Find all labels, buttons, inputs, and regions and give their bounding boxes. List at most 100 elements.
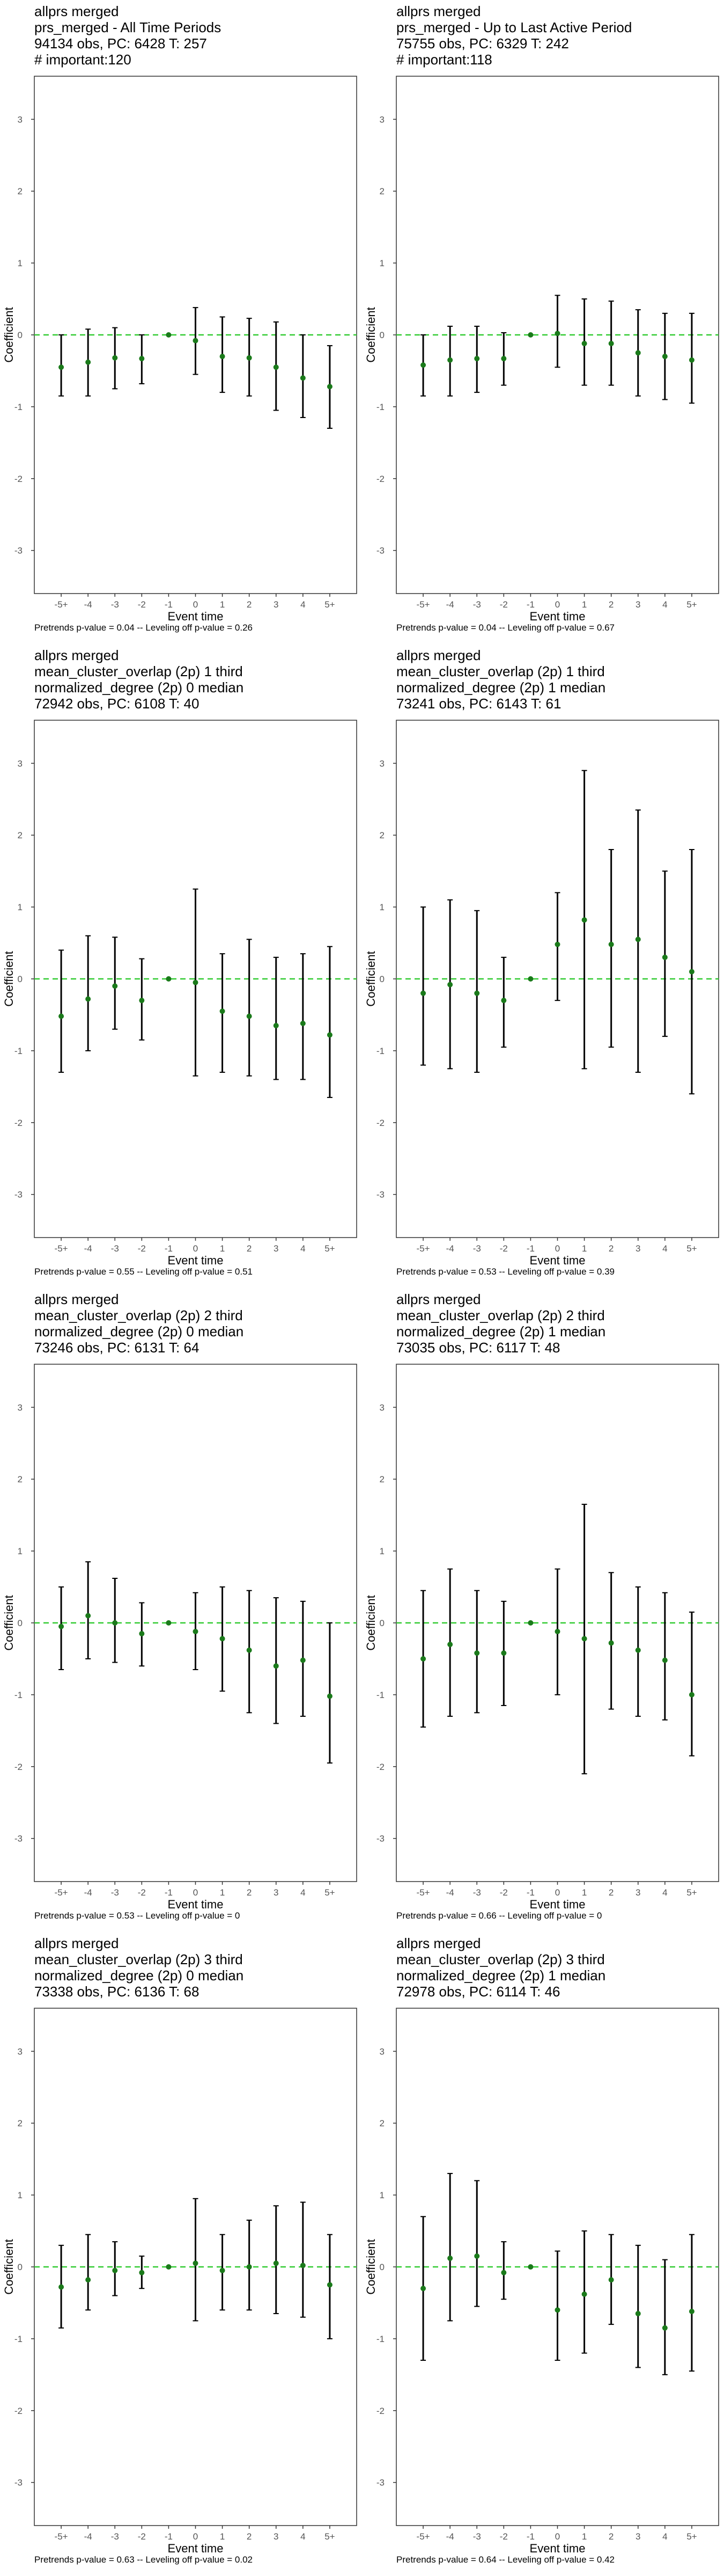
x-tick-label: 2: [247, 1887, 252, 1898]
chart-title-line: normalized_degree (2p) 1 median: [396, 1967, 606, 1984]
point-estimate: [300, 1021, 306, 1027]
point-estimate: [635, 1647, 641, 1653]
x-tick-label: 4: [662, 1887, 667, 1898]
point-estimate: [528, 332, 534, 338]
x-tick-label: 5+: [686, 2531, 697, 2542]
point-estimate: [219, 1636, 225, 1642]
point-estimate: [689, 1692, 695, 1697]
point-estimate: [635, 2311, 641, 2317]
point-estimate: [555, 2307, 560, 2313]
y-tick-label: -2: [376, 1762, 385, 1772]
y-tick-label: -2: [14, 2406, 23, 2416]
point-estimate: [58, 1013, 64, 1019]
point-estimate: [58, 1623, 64, 1629]
chart-title-line: 75755 obs, PC: 6329 T: 242: [396, 35, 569, 52]
y-tick-label: -2: [376, 474, 385, 484]
chart-title-line: 72978 obs, PC: 6114 T: 46: [396, 1984, 560, 2000]
point-estimate: [420, 2286, 426, 2292]
x-tick-label: -1: [527, 1887, 535, 1898]
point-estimate: [58, 2284, 64, 2290]
point-estimate: [327, 1032, 333, 1038]
y-tick-label: -1: [376, 402, 385, 412]
x-tick-label: 0: [193, 599, 198, 610]
y-tick-label: -2: [14, 474, 23, 484]
point-estimate: [501, 1650, 507, 1656]
x-tick-label: -4: [84, 599, 92, 610]
y-tick-label: 1: [380, 1546, 385, 1556]
x-tick-label: -3: [473, 1887, 481, 1898]
y-tick-label: 3: [380, 758, 385, 769]
y-tick-label: -3: [14, 1834, 23, 1844]
x-tick-label: -2: [138, 2531, 146, 2542]
x-tick-label: 2: [609, 599, 614, 610]
point-estimate: [112, 355, 118, 361]
x-tick-label: -4: [84, 2531, 92, 2542]
chart-panel: allprs merged prs_merged - Up to Last Act…: [362, 0, 724, 644]
x-tick-label: -5+: [55, 1243, 68, 1254]
chart-title-line: allprs merged: [34, 1935, 119, 1951]
y-tick-label: -1: [14, 1690, 23, 1700]
x-tick-label: -2: [500, 599, 508, 610]
point-estimate: [662, 2325, 668, 2331]
chart-title-line: 73241 obs, PC: 6143 T: 61: [396, 696, 562, 712]
point-estimate: [139, 356, 145, 362]
point-estimate: [246, 2264, 252, 2270]
x-axis-label: Event time: [168, 610, 224, 623]
y-tick-label: -3: [376, 1190, 385, 1200]
point-estimate: [447, 357, 453, 363]
x-tick-label: -4: [84, 1243, 92, 1254]
x-tick-label: 1: [220, 1887, 225, 1898]
y-tick-label: -2: [376, 1118, 385, 1128]
point-estimate: [273, 1663, 279, 1669]
x-tick-label: 1: [582, 599, 587, 610]
point-estimate: [327, 2282, 333, 2288]
chart-title: allprs merged prs_merged - All Time Perio…: [34, 3, 221, 68]
y-tick-label: -1: [376, 1690, 385, 1700]
y-tick-label: 0: [18, 974, 23, 984]
x-tick-label: 5+: [324, 599, 335, 610]
y-axis-label: Coefficient: [2, 951, 16, 1007]
chart-footer: Pretrends p-value = 0.55 -- Leveling off…: [34, 1267, 253, 1277]
x-tick-label: 0: [193, 1887, 198, 1898]
point-estimate: [528, 2264, 534, 2270]
x-axis-label: Event time: [168, 1898, 224, 1911]
x-tick-label: 5+: [324, 1243, 335, 1254]
y-tick-label: 2: [380, 186, 385, 196]
point-estimate: [420, 990, 426, 996]
chart-title-line: prs_merged - All Time Periods: [34, 19, 221, 35]
y-tick-label: -1: [14, 402, 23, 412]
x-tick-label: -5+: [55, 1887, 68, 1898]
y-tick-label: 2: [380, 830, 385, 840]
chart-plot: -3 -2 -1 0 1 2 3 -5+ -4 -3 -2 -1 0 1 2 3 4 5+ Event time Co…: [2, 76, 357, 623]
chart-title-line: normalized_degree (2p) 1 median: [396, 679, 606, 696]
y-tick-label: 0: [380, 1618, 385, 1628]
y-tick-label: -3: [14, 546, 23, 556]
y-tick-label: 1: [18, 2190, 23, 2200]
chart-title-line: normalized_degree (2p) 0 median: [34, 679, 244, 696]
chart-panel: allprs merged mean_cluster_overlap (2p) 1…: [0, 644, 362, 1288]
x-tick-label: 2: [609, 2531, 614, 2542]
point-estimate: [327, 384, 333, 390]
y-tick-label: -3: [376, 2478, 385, 2488]
point-estimate: [447, 2255, 453, 2261]
x-axis-label: Event time: [530, 1254, 586, 1267]
point-estimate: [193, 338, 198, 343]
point-estimate: [528, 1620, 534, 1626]
x-tick-label: -1: [165, 2531, 173, 2542]
x-tick-label: 3: [274, 2531, 278, 2542]
chart-footer: Pretrends p-value = 0.63 -- Leveling off…: [34, 2555, 253, 2565]
chart-footer: Pretrends p-value = 0.53 -- Leveling off…: [396, 1267, 615, 1277]
y-axis-label: Coefficient: [364, 951, 378, 1007]
y-tick-label: 3: [18, 1402, 23, 1413]
y-tick-label: 3: [18, 2046, 23, 2057]
chart-panel: allprs merged mean_cluster_overlap (2p) 3…: [362, 1932, 724, 2576]
x-tick-label: 5+: [686, 1887, 697, 1898]
y-tick-label: -2: [14, 1118, 23, 1128]
x-tick-label: 1: [582, 2531, 587, 2542]
x-tick-label: 3: [636, 2531, 640, 2542]
x-tick-label: 5+: [324, 1887, 335, 1898]
y-tick-label: -2: [376, 2406, 385, 2416]
chart-title: allprs merged mean_cluster_overlap (2p) 2…: [396, 1291, 605, 1356]
chart-title-line: allprs merged: [34, 3, 119, 19]
x-axis-label: Event time: [530, 610, 586, 623]
